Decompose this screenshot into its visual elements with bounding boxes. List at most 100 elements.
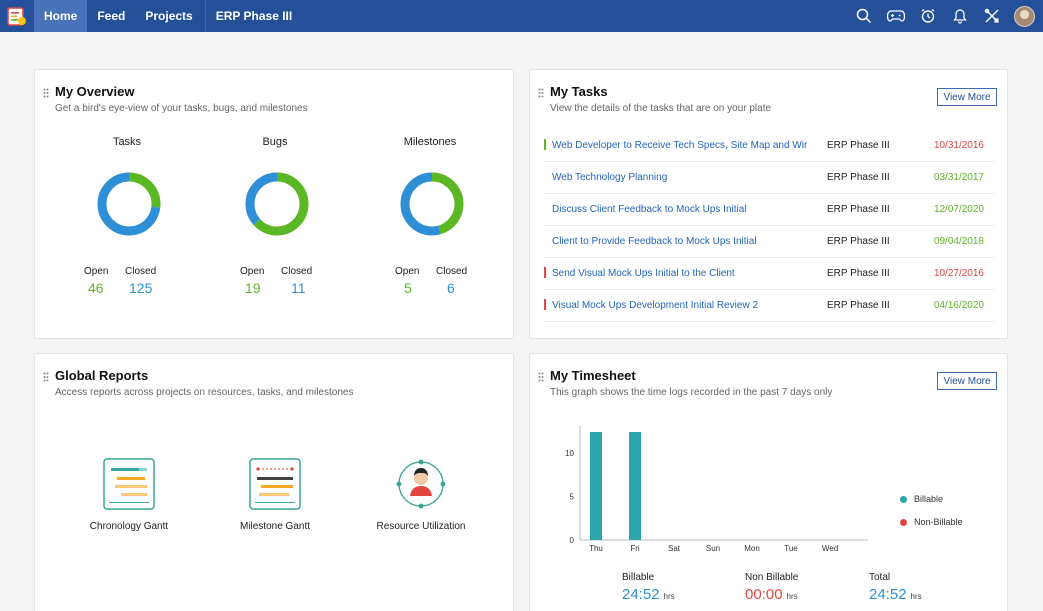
my-overview-subtitle: Get a bird's eye-view of your tasks, bug… — [55, 103, 308, 114]
milestones-closed-count[interactable]: 6 — [447, 280, 455, 296]
y-tick-label: 0 — [570, 536, 575, 545]
task-name-link[interactable]: Send Visual Mock Ups Initial to the Clie… — [552, 268, 735, 279]
non-billable-total-number: 00:00 — [745, 586, 783, 603]
nav-projects[interactable]: Projects — [145, 9, 193, 23]
task-due-date: 10/27/2016 — [933, 268, 984, 279]
task-due-date: 09/04/2018 — [933, 236, 984, 247]
report-resource-utilization-label: Resource Utilization — [376, 521, 466, 532]
x-tick-label: Fri — [630, 544, 640, 553]
gamepad-icon[interactable] — [886, 6, 906, 26]
task-project: ERP Phase III — [827, 204, 890, 215]
report-chronology-gantt-label: Chronology Gantt — [89, 521, 169, 532]
timesheet-bar-chart: 0 5 10 Thu Fri Sat Sun Mon Tue Wed — [565, 426, 868, 553]
clock-icon[interactable] — [918, 6, 938, 26]
drag-handle-icon[interactable] — [538, 372, 544, 382]
overview-milestones-label: Milestones — [403, 136, 457, 148]
drag-handle-icon[interactable] — [43, 372, 49, 382]
x-tick-label: Sun — [706, 544, 720, 553]
task-row[interactable]: Client to Provide Feedback to Mock Ups I… — [544, 226, 994, 258]
report-resource-utilization[interactable]: Resource Utilization — [356, 458, 486, 532]
grand-total-value: 24:52 hrs — [869, 586, 922, 603]
overview-tasks-label: Tasks — [112, 136, 142, 148]
y-tick-label: 5 — [570, 492, 575, 501]
top-navigation-bar: Home Feed Projects ERP Phase III — [0, 0, 1043, 32]
tasks-open-count[interactable]: 46 — [88, 280, 104, 296]
task-row[interactable]: Send Visual Mock Ups Initial to the Clie… — [544, 258, 994, 290]
global-reports-card: Global Reports Access reports across pro… — [34, 353, 514, 611]
x-tick-label: Thu — [589, 544, 603, 553]
timesheet-view-more-button[interactable]: View More — [937, 372, 997, 390]
billable-total-label: Billable — [622, 572, 655, 583]
milestones-open-count[interactable]: 5 — [404, 280, 412, 296]
my-tasks-subtitle: View the details of the tasks that are o… — [550, 103, 772, 114]
tasks-closed-count[interactable]: 125 — [129, 280, 153, 296]
bugs-closed-count[interactable]: 11 — [291, 280, 306, 296]
task-row[interactable]: Visual Mock Ups Development Initial Revi… — [544, 290, 994, 322]
tools-icon[interactable] — [982, 6, 1002, 26]
bugs-donut-chart[interactable] — [243, 170, 311, 238]
user-avatar[interactable] — [1014, 5, 1035, 27]
overview-milestones: Milestones — [370, 136, 490, 236]
donut-slice-closed[interactable] — [245, 172, 309, 236]
drag-handle-icon[interactable] — [538, 88, 544, 98]
my-timesheet-subtitle: This graph shows the time logs recorded … — [550, 387, 833, 398]
task-row[interactable]: Discuss Client Feedback to Mock Ups Init… — [544, 194, 994, 226]
x-tick-label: Sat — [668, 544, 681, 553]
legend-non-billable[interactable]: Non-Billable — [900, 517, 963, 527]
milestones-donut-chart[interactable] — [398, 170, 466, 238]
drag-handle-icon[interactable] — [43, 88, 49, 98]
non-billable-total-unit: hrs — [786, 592, 798, 601]
milestone-gantt-icon — [249, 458, 301, 510]
task-name-link[interactable]: Client to Provide Feedback to Mock Ups I… — [552, 236, 757, 247]
tasks-view-more-button[interactable]: View More — [937, 88, 997, 106]
task-priority-flag — [544, 139, 546, 150]
grand-total-label: Total — [869, 572, 891, 583]
search-icon[interactable] — [854, 6, 874, 26]
task-row[interactable]: Web Technology Planning ERP Phase III 03/3… — [544, 162, 994, 194]
bell-icon[interactable] — [950, 6, 970, 26]
task-project: ERP Phase III — [827, 300, 890, 311]
grand-total-unit: hrs — [910, 592, 922, 601]
legend-billable-dot — [900, 495, 907, 503]
my-overview-title: My Overview — [55, 84, 135, 99]
task-name-link[interactable]: Visual Mock Ups Development Initial Revi… — [552, 300, 759, 311]
billable-total-unit: hrs — [663, 592, 675, 601]
non-billable-total-label: Non Billable — [745, 572, 799, 583]
task-due-date: 10/31/2016 — [933, 140, 984, 151]
report-chronology-gantt[interactable]: Chronology Gantt — [64, 458, 194, 532]
overview-tasks: Tasks — [67, 136, 187, 236]
bugs-open-count[interactable]: 19 — [245, 280, 261, 296]
task-project: ERP Phase III — [827, 140, 890, 151]
nav-current-project[interactable]: ERP Phase III — [215, 9, 293, 23]
donut-slice-closed[interactable] — [400, 172, 464, 236]
bugs-closed-label: Closed — [281, 266, 313, 277]
task-row[interactable]: Web Developer to Receive Tech Specs, Sit… — [544, 130, 994, 162]
nav-home[interactable]: Home — [34, 0, 88, 32]
my-tasks-title: My Tasks — [550, 84, 608, 99]
legend-non-billable-label: Non-Billable — [914, 517, 963, 527]
milestones-closed-label: Closed — [436, 266, 468, 277]
bar-billable[interactable] — [590, 432, 602, 540]
legend-billable[interactable]: Billable — [900, 494, 943, 504]
global-reports-subtitle: Access reports across projects on resour… — [55, 387, 354, 398]
my-timesheet-title: My Timesheet — [550, 368, 636, 383]
my-tasks-card: My Tasks View the details of the tasks t… — [529, 69, 1008, 339]
billable-total-value: 24:52 hrs — [622, 586, 675, 603]
grand-total-number: 24:52 — [869, 586, 907, 603]
legend-non-billable-dot — [900, 518, 907, 526]
top-icons — [854, 0, 1035, 32]
x-tick-label: Wed — [822, 544, 838, 553]
tasks-donut-chart[interactable] — [95, 170, 163, 238]
nav-divider — [204, 0, 206, 32]
bar-billable[interactable] — [629, 432, 641, 540]
donut-slice-closed[interactable] — [97, 172, 161, 236]
non-billable-total-value: 00:00 hrs — [745, 586, 798, 603]
task-project: ERP Phase III — [827, 172, 890, 183]
task-name-link[interactable]: Discuss Client Feedback to Mock Ups Init… — [552, 204, 747, 215]
task-name-link[interactable]: Web Technology Planning — [552, 172, 668, 183]
resource-utilization-icon — [396, 459, 446, 509]
task-name-link[interactable]: Web Developer to Receive Tech Specs, Sit… — [552, 140, 808, 151]
report-milestone-gantt[interactable]: Milestone Gantt — [210, 458, 340, 532]
app-logo[interactable] — [0, 0, 34, 32]
nav-feed[interactable]: Feed — [97, 9, 126, 23]
